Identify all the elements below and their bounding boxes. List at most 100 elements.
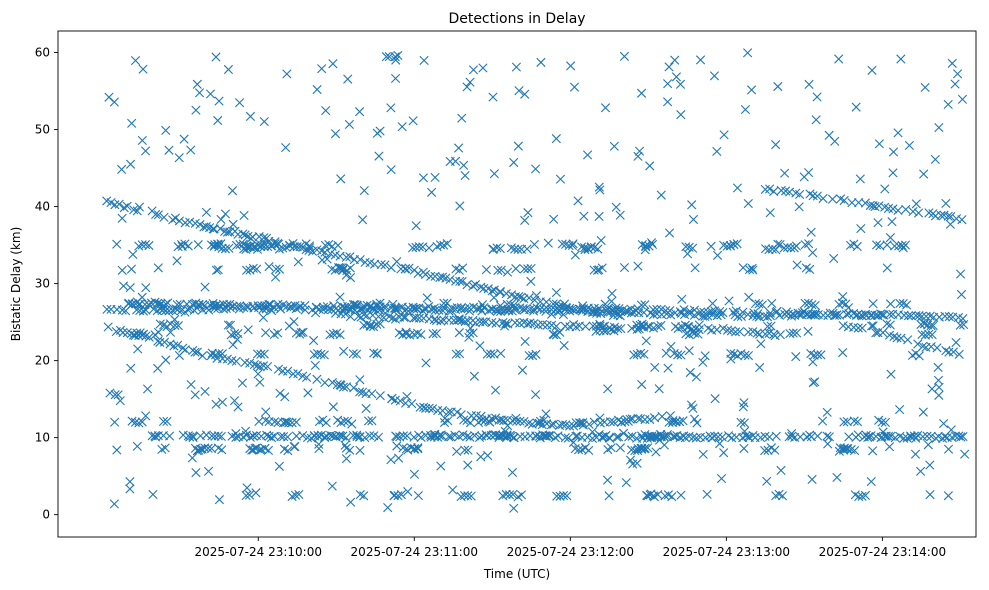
detection-marker xyxy=(481,430,491,440)
detection-marker xyxy=(551,321,561,331)
detection-marker xyxy=(691,433,702,443)
detection-marker xyxy=(341,252,351,262)
detection-marker xyxy=(283,366,293,376)
detection-marker xyxy=(320,247,330,257)
detection-marker xyxy=(110,417,120,427)
detection-marker xyxy=(866,476,876,487)
detection-marker xyxy=(667,492,677,502)
detection-marker xyxy=(339,346,349,356)
detection-marker xyxy=(216,214,226,225)
detection-marker xyxy=(904,140,914,150)
detection-marker xyxy=(650,362,660,373)
detection-marker xyxy=(413,444,423,454)
detection-marker xyxy=(459,415,469,425)
detection-marker xyxy=(860,490,871,500)
detection-marker xyxy=(804,239,814,249)
detection-marker xyxy=(401,263,411,274)
detection-marker xyxy=(955,269,966,279)
detection-marker xyxy=(760,184,770,195)
detection-marker xyxy=(350,299,360,310)
detection-marker xyxy=(355,254,365,265)
detection-marker xyxy=(227,186,238,196)
detection-marker xyxy=(170,320,180,330)
detection-marker xyxy=(607,296,617,306)
detection-marker xyxy=(914,311,924,321)
detection-marker xyxy=(544,431,554,441)
detection-marker xyxy=(636,300,647,310)
detection-marker xyxy=(310,360,320,371)
detection-marker xyxy=(333,240,343,250)
detection-marker xyxy=(391,55,401,65)
detection-marker xyxy=(153,210,163,220)
detection-marker xyxy=(263,241,273,252)
detection-marker xyxy=(747,263,757,273)
detection-marker xyxy=(235,301,245,311)
detection-marker xyxy=(448,485,458,495)
detection-marker xyxy=(803,326,813,336)
detection-marker xyxy=(762,476,772,486)
detection-marker xyxy=(291,417,301,427)
detection-marker xyxy=(164,431,175,441)
detection-marker xyxy=(237,378,248,388)
detection-marker xyxy=(943,211,953,221)
detection-marker xyxy=(595,185,605,195)
detection-marker xyxy=(288,239,298,249)
detection-marker xyxy=(197,444,207,454)
detection-marker xyxy=(773,81,783,92)
detection-marker xyxy=(913,430,923,441)
detection-marker xyxy=(194,445,204,455)
detection-marker xyxy=(531,291,542,301)
detection-marker xyxy=(600,299,610,309)
detection-marker xyxy=(659,440,669,450)
detection-marker xyxy=(914,351,924,361)
detection-marker xyxy=(541,409,551,419)
detection-marker xyxy=(511,413,521,423)
detection-marker xyxy=(501,489,511,499)
detection-marker xyxy=(846,444,856,455)
detection-marker xyxy=(463,491,473,501)
detection-marker xyxy=(597,263,607,273)
detection-marker xyxy=(349,383,359,393)
detection-marker xyxy=(857,491,867,501)
detection-marker xyxy=(641,242,651,252)
detection-marker xyxy=(536,57,546,67)
detection-marker xyxy=(460,445,470,455)
detection-marker xyxy=(365,321,376,331)
detection-marker xyxy=(882,319,892,329)
detection-marker xyxy=(620,306,631,317)
detection-marker xyxy=(755,362,765,373)
detection-marker xyxy=(557,419,568,430)
detection-marker xyxy=(129,205,139,215)
detection-marker xyxy=(150,432,161,442)
detection-marker xyxy=(403,306,413,316)
detection-marker xyxy=(957,94,968,104)
detection-marker xyxy=(880,184,890,194)
detection-marker xyxy=(514,291,524,302)
detection-marker xyxy=(531,349,541,359)
detection-marker xyxy=(316,349,326,359)
detection-marker xyxy=(823,439,833,449)
detection-marker xyxy=(648,491,659,501)
detection-marker xyxy=(431,328,442,339)
detection-marker xyxy=(562,491,572,501)
detection-marker xyxy=(773,239,783,249)
detection-marker xyxy=(255,377,265,387)
detection-marker xyxy=(421,403,431,413)
detection-marker xyxy=(469,430,480,441)
detection-marker xyxy=(671,72,682,82)
detection-marker xyxy=(134,418,144,428)
detection-marker xyxy=(709,431,720,441)
detection-marker xyxy=(839,417,849,427)
detection-marker xyxy=(513,244,523,255)
detection-marker xyxy=(523,264,533,274)
detection-marker xyxy=(572,431,582,441)
detection-marker xyxy=(677,294,687,304)
detection-marker xyxy=(548,329,558,339)
detection-marker xyxy=(709,71,720,81)
detection-marker xyxy=(253,369,263,379)
detection-marker xyxy=(445,156,455,167)
detection-marker xyxy=(936,210,946,221)
detection-marker xyxy=(624,432,634,442)
detection-marker xyxy=(150,297,160,307)
detection-marker xyxy=(502,267,513,277)
